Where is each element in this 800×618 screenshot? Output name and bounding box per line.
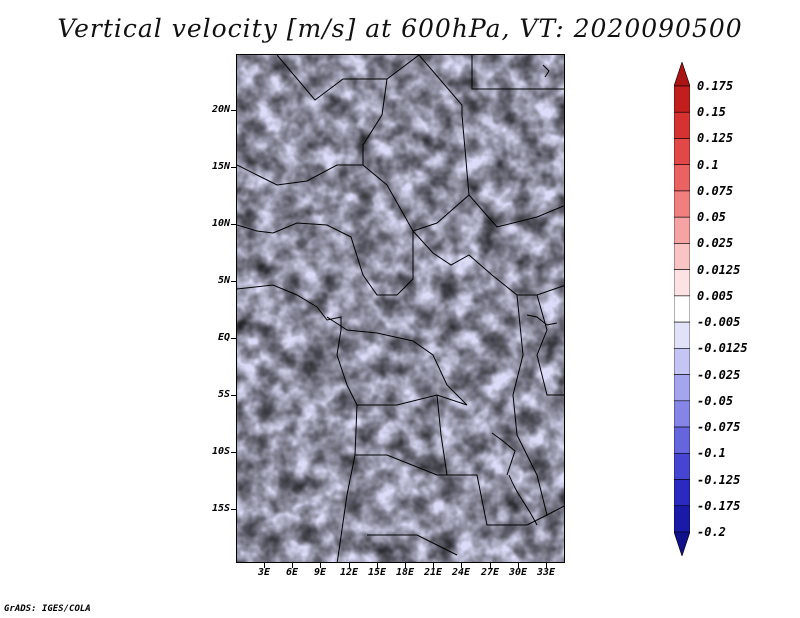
colorbar-label: 0.025 bbox=[697, 236, 734, 251]
lon-tick bbox=[264, 563, 265, 568]
colorbar-segment bbox=[674, 452, 690, 480]
colorbar-segment bbox=[674, 164, 690, 192]
colorbar bbox=[674, 62, 690, 556]
colorbar-segment bbox=[674, 216, 690, 244]
lon-tick bbox=[292, 563, 293, 568]
colorbar-label: -0.025 bbox=[697, 367, 741, 382]
lat-tick bbox=[231, 509, 236, 510]
chart-title: Vertical velocity [m/s] at 600hPa, VT: 2… bbox=[57, 14, 743, 43]
lat-tick bbox=[231, 452, 236, 453]
lon-tick bbox=[320, 563, 321, 568]
colorbar-segment bbox=[674, 321, 690, 349]
colorbar-segment bbox=[674, 85, 690, 113]
footer-credit: GrADS: IGES/COLA bbox=[4, 604, 91, 614]
colorbar-segment bbox=[674, 426, 690, 454]
colorbar-segment bbox=[674, 190, 690, 218]
colorbar-label: -0.0125 bbox=[697, 341, 748, 356]
colorbar-segment bbox=[674, 505, 690, 533]
colorbar-segment bbox=[674, 138, 690, 166]
colorbar-segment bbox=[674, 295, 690, 323]
lon-tick bbox=[349, 563, 350, 568]
lat-label-5n: 5N bbox=[217, 275, 230, 286]
lon-tick bbox=[518, 563, 519, 568]
colorbar-label: 0.05 bbox=[697, 210, 726, 225]
lat-tick bbox=[231, 167, 236, 168]
lat-label-15n: 15N bbox=[211, 161, 230, 172]
colorbar-label: -0.175 bbox=[697, 498, 741, 513]
lon-tick bbox=[377, 563, 378, 568]
colorbar-segment bbox=[674, 348, 690, 375]
lat-tick bbox=[231, 281, 236, 282]
lon-tick bbox=[461, 563, 462, 568]
colorbar-label: 0.075 bbox=[697, 183, 734, 198]
colorbar-segment bbox=[674, 243, 690, 270]
colorbar-segment bbox=[674, 479, 690, 507]
lat-label-10s: 10S bbox=[211, 446, 230, 457]
colorbar-segment bbox=[674, 111, 690, 139]
colorbar-label: 0.125 bbox=[697, 131, 734, 146]
colorbar-segment bbox=[674, 400, 690, 428]
colorbar-segment bbox=[674, 374, 690, 402]
lat-label-5s: 5S bbox=[217, 389, 230, 400]
lon-tick bbox=[433, 563, 434, 568]
lat-label-15s: 15S bbox=[211, 503, 230, 514]
lon-label-27e: 27E bbox=[480, 567, 500, 578]
lat-label-20n: 20N bbox=[211, 104, 230, 115]
lon-tick bbox=[490, 563, 491, 568]
country-borders bbox=[237, 55, 564, 562]
lon-label-33e: 33E bbox=[536, 567, 556, 578]
lon-label-15e: 15E bbox=[367, 567, 387, 578]
lat-tick bbox=[231, 110, 236, 111]
velocity-field-map bbox=[237, 55, 564, 562]
lon-label-12e: 12E bbox=[339, 567, 359, 578]
lon-label-9e: 9E bbox=[313, 567, 327, 578]
colorbar-label: -0.005 bbox=[697, 315, 741, 330]
lon-label-6e: 6E bbox=[285, 567, 299, 578]
lon-label-3e: 3E bbox=[257, 567, 271, 578]
lon-label-24e: 24E bbox=[451, 567, 471, 578]
colorbar-top-triangle bbox=[674, 62, 690, 87]
lon-label-18e: 18E bbox=[395, 567, 415, 578]
colorbar-bottom-triangle bbox=[674, 531, 690, 556]
lat-tick bbox=[231, 395, 236, 396]
colorbar-label: 0.175 bbox=[697, 79, 734, 93]
colorbar-label: -0.075 bbox=[697, 420, 741, 435]
colorbar-label: 0.005 bbox=[697, 288, 734, 303]
colorbar-label: -0.05 bbox=[697, 393, 734, 408]
lat-tick bbox=[231, 224, 236, 225]
colorbar-label: -0.2 bbox=[697, 525, 726, 539]
colorbar-label: 0.15 bbox=[697, 105, 726, 120]
colorbar-label: 0.0125 bbox=[697, 262, 741, 277]
colorbar-label: 0.1 bbox=[697, 157, 719, 172]
colorbar-segment bbox=[674, 269, 690, 297]
colorbar-label: -0.125 bbox=[697, 472, 741, 487]
lon-tick bbox=[405, 563, 406, 568]
lat-tick bbox=[231, 338, 236, 339]
colorbar-label: -0.1 bbox=[697, 446, 726, 461]
lat-label-10n: 10N bbox=[211, 218, 230, 229]
lon-label-21e: 21E bbox=[423, 567, 443, 578]
lon-tick bbox=[546, 563, 547, 568]
lon-label-30e: 30E bbox=[508, 567, 528, 578]
map-plot-area bbox=[236, 54, 565, 563]
lat-label-eq: EQ bbox=[217, 332, 230, 343]
